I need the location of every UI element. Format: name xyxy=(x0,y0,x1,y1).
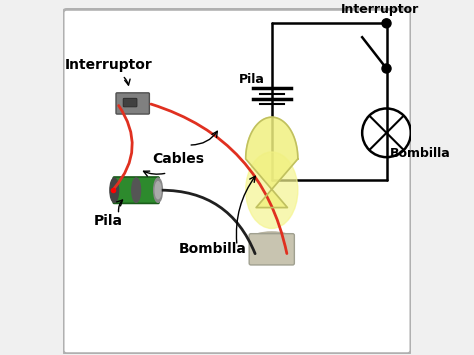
FancyBboxPatch shape xyxy=(113,177,159,203)
Text: Bombilla: Bombilla xyxy=(390,147,451,160)
Text: Bombilla: Bombilla xyxy=(179,242,246,256)
Ellipse shape xyxy=(155,182,161,199)
Text: Pila: Pila xyxy=(239,73,264,86)
Ellipse shape xyxy=(251,232,292,246)
Text: Interruptor: Interruptor xyxy=(341,3,419,16)
Ellipse shape xyxy=(154,178,163,202)
Text: Pila: Pila xyxy=(94,214,123,229)
FancyBboxPatch shape xyxy=(63,9,411,354)
Text: Cables: Cables xyxy=(152,152,204,166)
Ellipse shape xyxy=(110,178,118,202)
Ellipse shape xyxy=(132,178,141,202)
Text: Interruptor: Interruptor xyxy=(64,58,152,72)
Circle shape xyxy=(382,64,391,73)
FancyBboxPatch shape xyxy=(116,93,149,114)
Ellipse shape xyxy=(246,152,298,229)
Polygon shape xyxy=(246,117,298,208)
FancyBboxPatch shape xyxy=(249,234,294,265)
FancyBboxPatch shape xyxy=(123,98,137,107)
Circle shape xyxy=(382,19,391,28)
